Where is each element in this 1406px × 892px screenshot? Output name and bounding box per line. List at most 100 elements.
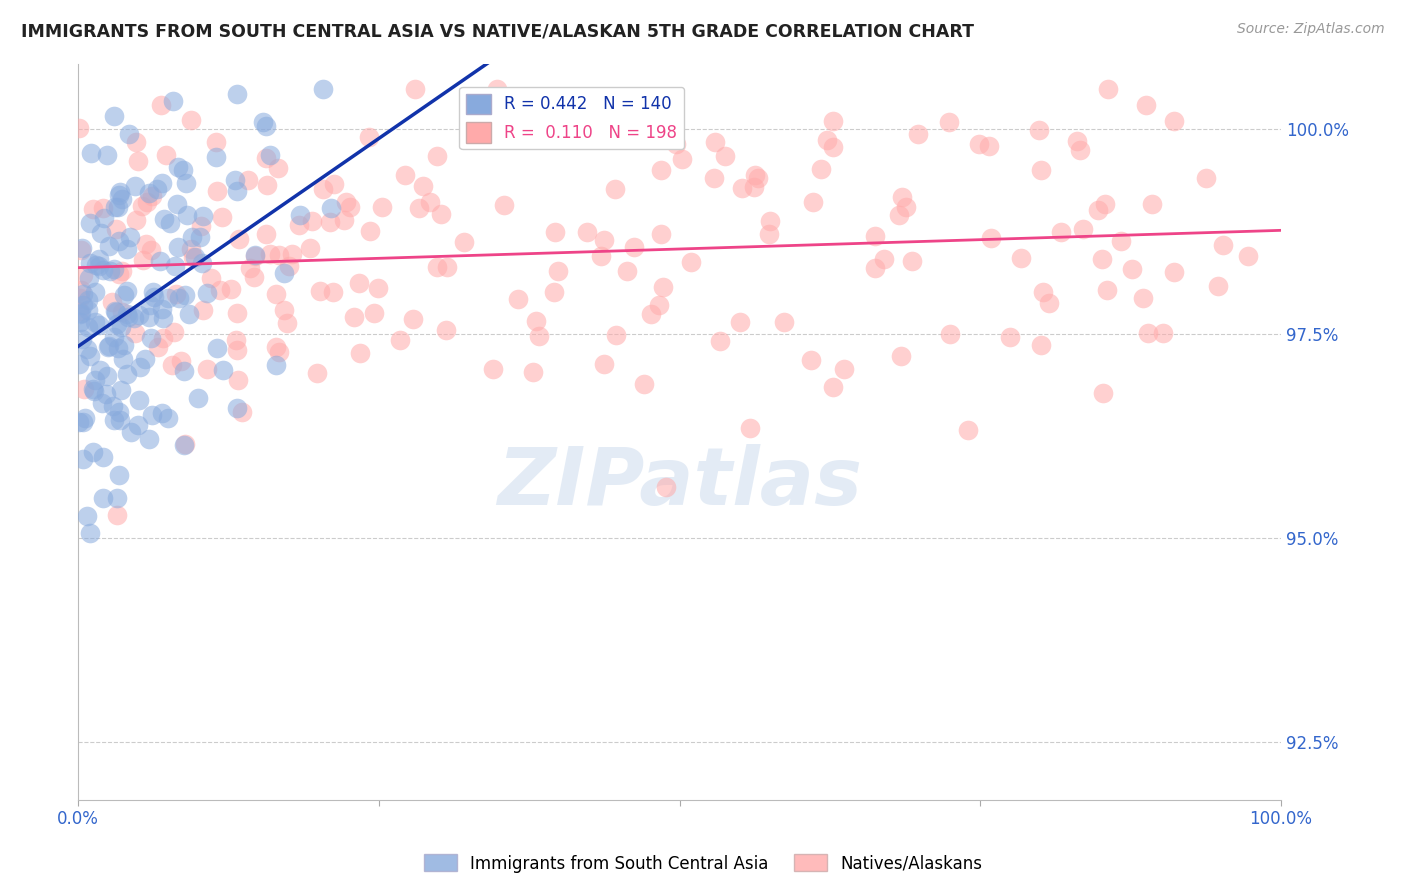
Point — [128, 308, 150, 322]
Point — [956, 423, 979, 437]
Point — [236, 173, 259, 187]
Point — [150, 176, 173, 190]
Point — [815, 133, 838, 147]
Point — [703, 170, 725, 185]
Point — [176, 208, 198, 222]
Point — [128, 393, 150, 408]
Point — [1000, 329, 1022, 343]
Point — [177, 307, 200, 321]
Point — [652, 279, 675, 293]
Point — [714, 149, 737, 163]
Point — [211, 362, 233, 376]
Point — [267, 248, 290, 262]
Point — [1163, 265, 1185, 279]
Point — [239, 261, 262, 276]
Point — [108, 412, 131, 426]
Point — [1212, 238, 1234, 252]
Point — [322, 177, 344, 191]
Point — [592, 112, 614, 126]
Point — [979, 139, 1001, 153]
Point — [93, 211, 115, 226]
Point — [273, 266, 295, 280]
Point — [167, 291, 190, 305]
Point — [134, 351, 156, 366]
Point — [267, 161, 290, 176]
Point — [335, 194, 357, 209]
Point — [225, 401, 247, 415]
Point — [224, 173, 246, 187]
Point — [665, 136, 688, 151]
Point — [172, 162, 194, 177]
Point — [616, 264, 638, 278]
Point — [163, 325, 186, 339]
Point — [640, 308, 662, 322]
Point — [156, 291, 179, 305]
Point — [228, 232, 250, 246]
Point — [70, 305, 93, 319]
Point — [112, 338, 135, 352]
Point — [139, 244, 162, 258]
Point — [97, 239, 120, 253]
Point — [655, 480, 678, 494]
Point — [623, 239, 645, 253]
Point — [174, 176, 197, 190]
Point — [162, 358, 184, 372]
Point — [165, 287, 187, 301]
Point — [1038, 296, 1060, 310]
Point — [110, 383, 132, 397]
Point — [273, 303, 295, 318]
Point — [79, 350, 101, 364]
Point — [823, 114, 845, 128]
Point — [1195, 171, 1218, 186]
Point — [225, 343, 247, 357]
Point — [266, 358, 288, 372]
Point — [163, 259, 186, 273]
Point — [191, 210, 214, 224]
Point — [103, 109, 125, 123]
Point — [127, 418, 149, 433]
Point — [149, 253, 172, 268]
Point — [1091, 252, 1114, 266]
Point — [205, 150, 228, 164]
Point — [162, 94, 184, 108]
Point — [506, 292, 529, 306]
Point — [146, 182, 169, 196]
Point — [105, 508, 128, 523]
Point — [1137, 326, 1160, 340]
Point — [863, 228, 886, 243]
Point — [69, 291, 91, 305]
Point — [84, 315, 107, 329]
Point — [69, 308, 91, 322]
Point — [339, 200, 361, 214]
Point — [363, 306, 385, 320]
Point — [1091, 386, 1114, 401]
Point — [821, 379, 844, 393]
Point — [167, 240, 190, 254]
Point — [72, 298, 94, 312]
Point — [1140, 196, 1163, 211]
Point — [225, 306, 247, 320]
Point — [169, 353, 191, 368]
Point — [485, 81, 508, 95]
Point — [180, 112, 202, 127]
Point — [543, 225, 565, 239]
Point — [747, 171, 769, 186]
Point — [907, 127, 929, 141]
Point — [70, 332, 93, 346]
Point — [1031, 338, 1053, 352]
Point — [110, 186, 132, 200]
Point — [758, 227, 780, 241]
Point — [108, 467, 131, 482]
Point — [307, 366, 329, 380]
Point — [426, 260, 449, 274]
Point — [231, 404, 253, 418]
Point — [141, 330, 163, 344]
Point — [593, 233, 616, 247]
Point — [104, 222, 127, 236]
Point — [98, 264, 121, 278]
Point — [1097, 81, 1119, 95]
Point — [124, 326, 146, 340]
Point — [111, 305, 134, 319]
Point — [70, 283, 93, 297]
Point — [112, 288, 135, 302]
